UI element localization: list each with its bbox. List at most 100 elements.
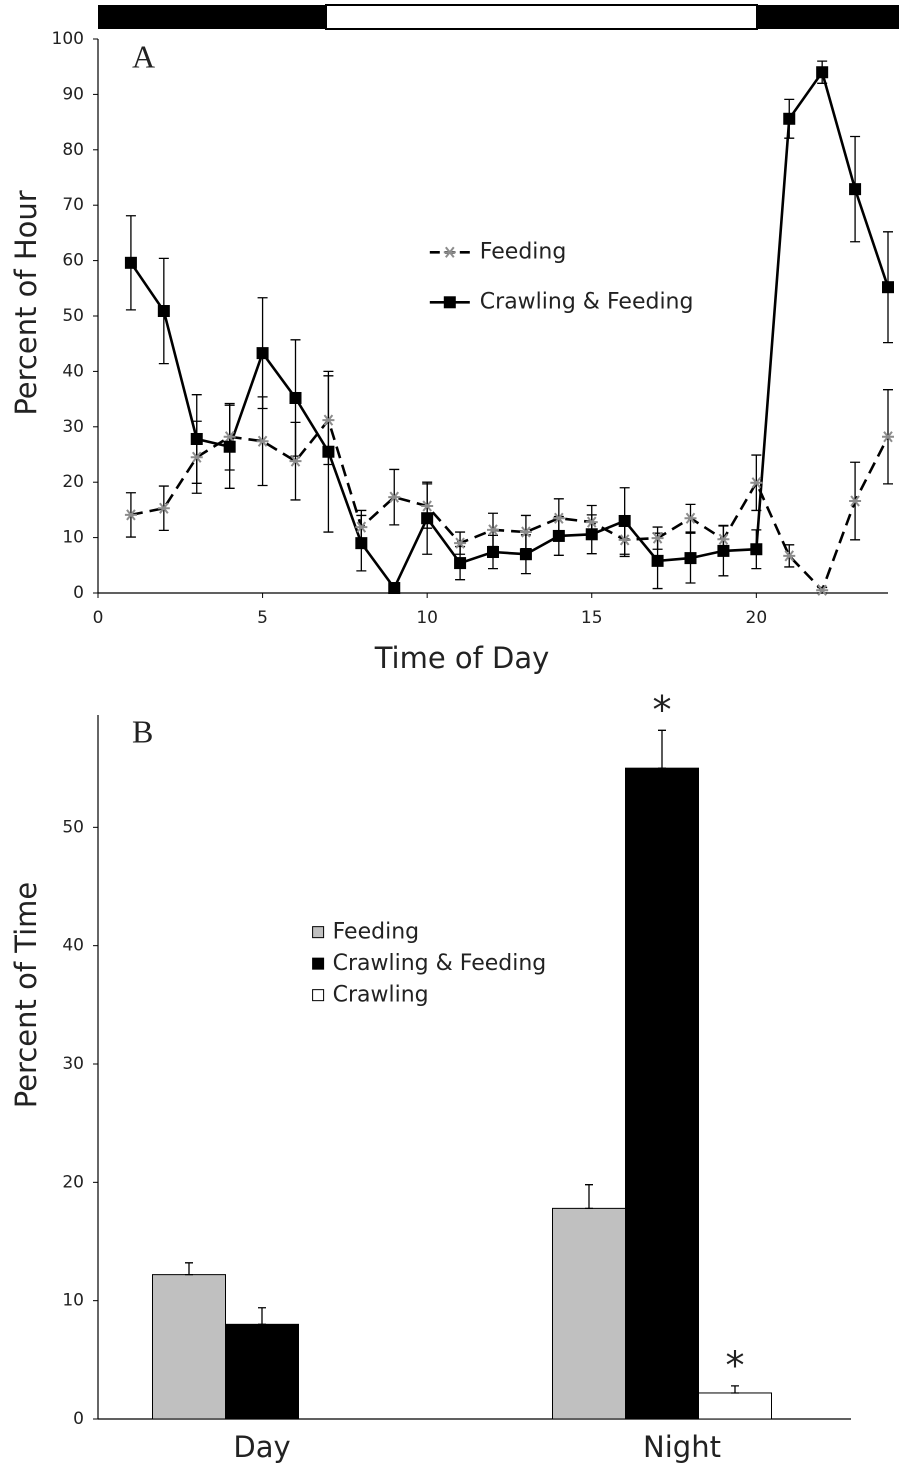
legend-swatch [312, 957, 325, 970]
marker [355, 521, 368, 533]
bar [625, 767, 699, 1420]
marker [454, 557, 467, 570]
marker [717, 544, 730, 557]
marker [684, 552, 697, 565]
marker [651, 532, 664, 544]
marker [816, 66, 829, 79]
y-tick-label: 40 [62, 936, 84, 956]
error-bar [731, 1385, 739, 1394]
bar [698, 1392, 772, 1420]
annotation: * [726, 1343, 745, 1387]
marker [157, 305, 170, 318]
y-tick-label: 100 [52, 29, 84, 49]
marker [849, 495, 862, 507]
y-tick-label: 20 [62, 472, 84, 492]
legend-marker [443, 296, 456, 309]
legend-label: Crawling & Feeding [480, 289, 694, 314]
marker [783, 550, 796, 562]
y-tick-label: 10 [62, 528, 84, 548]
marker [322, 414, 335, 426]
marker [816, 584, 829, 596]
error-bar [258, 1307, 266, 1325]
panel-label: A [132, 38, 155, 74]
legend-swatch [312, 926, 325, 939]
y-tick-label: 0 [73, 1409, 84, 1429]
x-tick-label: 15 [581, 608, 603, 628]
x-tick-label: Night [643, 1430, 721, 1464]
x-tick-label: 0 [93, 608, 104, 628]
marker [585, 528, 598, 541]
marker [487, 546, 499, 559]
y-axis-title: Percent of Hour [9, 190, 43, 415]
marker [421, 500, 434, 512]
y-tick-label: 80 [62, 140, 84, 160]
marker [124, 256, 137, 269]
marker [519, 548, 532, 561]
marker [289, 455, 302, 467]
marker [256, 435, 269, 447]
legend-label: Crawling & Feeding [333, 951, 547, 976]
marker [289, 391, 302, 404]
marker [322, 445, 335, 458]
legend-label: Feeding [333, 920, 420, 945]
y-tick-label: 50 [62, 817, 84, 837]
marker [421, 512, 434, 525]
x-tick-label: 5 [257, 608, 268, 628]
y-tick-label: 90 [62, 84, 84, 104]
marker [519, 526, 532, 538]
x-tick-label: 20 [746, 608, 768, 628]
marker [454, 537, 467, 549]
y-axis-title: Percent of Time [9, 882, 43, 1108]
panel-label: B [132, 713, 153, 749]
marker [157, 502, 170, 514]
marker [750, 477, 763, 489]
marker [223, 440, 236, 453]
x-tick-label: 10 [416, 608, 438, 628]
x-tick-label: Day [233, 1430, 290, 1464]
marker [717, 533, 730, 545]
bar [152, 1274, 226, 1420]
marker [487, 524, 499, 536]
y-tick-label: 30 [62, 1054, 84, 1074]
marker [355, 537, 368, 550]
y-tick-label: 50 [62, 306, 84, 326]
marker [552, 529, 565, 542]
marker [618, 514, 631, 527]
marker [256, 347, 269, 360]
y-tick-label: 70 [62, 195, 84, 215]
marker [124, 509, 137, 521]
marker [388, 582, 401, 595]
marker [190, 432, 203, 445]
marker [750, 543, 763, 556]
marker [190, 451, 203, 463]
error-bar [658, 729, 666, 769]
marker [618, 534, 631, 546]
y-tick-label: 0 [73, 583, 84, 603]
error-bar [585, 1184, 593, 1210]
marker [882, 281, 894, 294]
legend-swatch [312, 989, 325, 1002]
y-tick-label: 30 [62, 417, 84, 437]
bar [225, 1323, 299, 1420]
y-tick-label: 60 [62, 251, 84, 271]
legend-label: Crawling [333, 983, 429, 1008]
y-tick-label: 10 [62, 1291, 84, 1311]
marker [585, 516, 598, 528]
legend-label: Feeding [480, 239, 567, 264]
marker [552, 512, 565, 524]
marker [388, 491, 401, 503]
legend-marker [443, 246, 456, 258]
bar [552, 1207, 626, 1420]
light-period [325, 4, 758, 30]
annotation: * [653, 688, 672, 732]
y-tick-label: 40 [62, 361, 84, 381]
dark-period [98, 5, 326, 29]
x-axis-title: Time of Day [374, 641, 550, 675]
series-line [130, 417, 890, 593]
y-tick-label: 20 [62, 1172, 84, 1192]
error-bar [185, 1262, 193, 1276]
marker [223, 431, 236, 443]
marker [684, 512, 697, 524]
dark-period [757, 5, 899, 29]
